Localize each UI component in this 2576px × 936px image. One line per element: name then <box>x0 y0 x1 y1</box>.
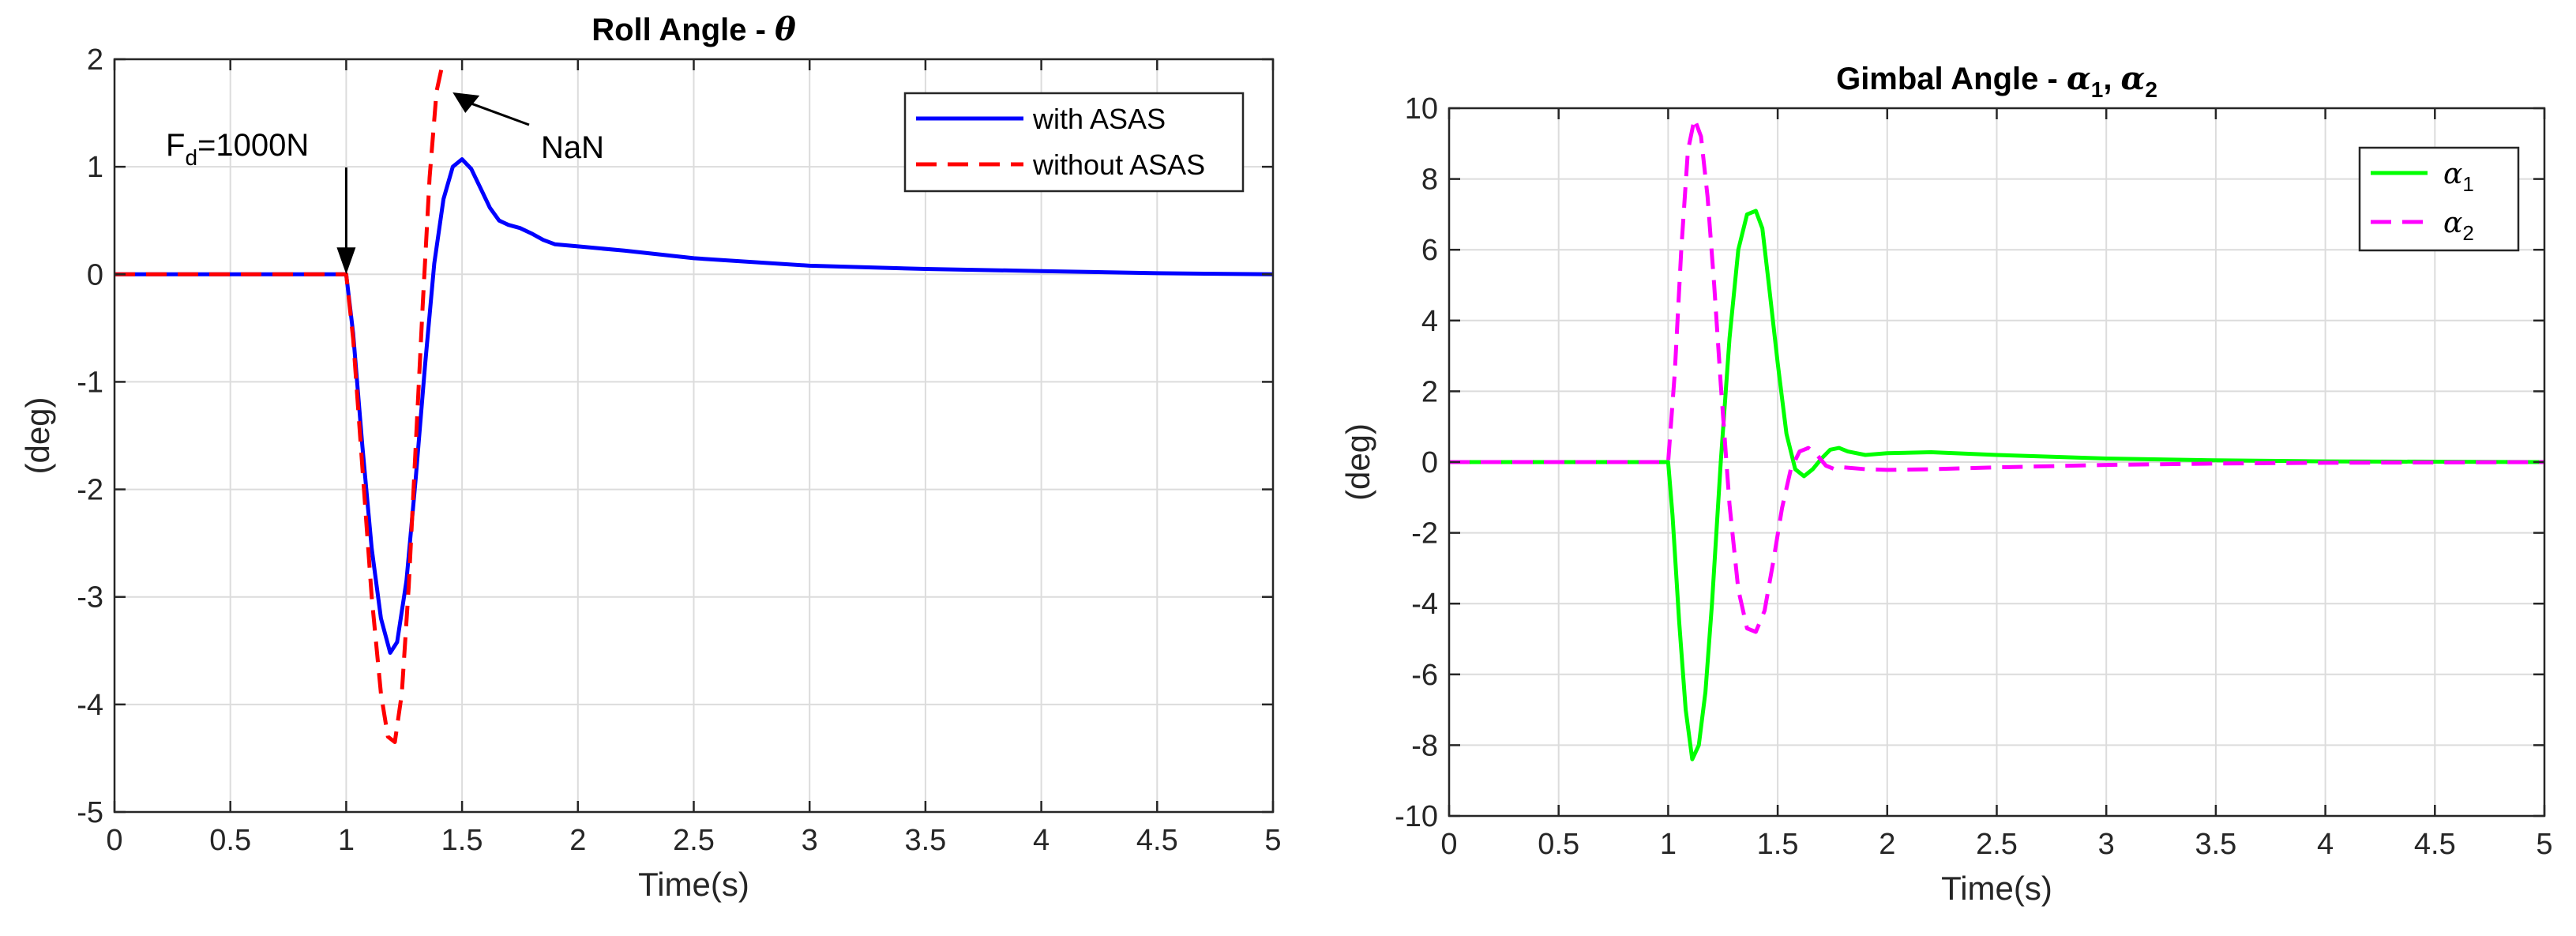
legend: with ASAS without ASAS <box>903 92 1245 193</box>
x-axis-label: Time(s) <box>638 866 749 903</box>
chart-title: Gimbal Angle - α1, α2 <box>1836 60 2157 102</box>
x-tick-label: 0.5 <box>209 824 251 857</box>
title-symbol: α <box>2067 60 2091 97</box>
y-tick-label: -10 <box>1395 800 1438 833</box>
x-tick-label: 4.5 <box>2414 828 2456 861</box>
y-axis-label: (deg) <box>19 397 56 474</box>
y-axis-label: (deg) <box>1339 423 1376 501</box>
y-tick-label: -1 <box>77 366 103 399</box>
y-tick-label: -2 <box>77 474 103 507</box>
roll-angle-chart: 0 0.5 1 1.5 2 2.5 3 3.5 4 4.5 5 -5 -4 -3 -2 -1 0 1 2 Time(s… <box>19 11 1282 903</box>
y-tick-label: -4 <box>77 689 103 722</box>
x-tick-label: 2 <box>569 824 586 857</box>
x-tick-label: 0.5 <box>1538 828 1579 861</box>
x-tick-label: 3 <box>2098 828 2115 861</box>
y-tick-label: -4 <box>1411 588 1438 621</box>
y-tick-label: 8 <box>1421 164 1438 197</box>
legend-label-1: without ASAS <box>1032 148 1205 181</box>
y-tick-label: 2 <box>87 43 103 77</box>
y-tick-label: 4 <box>1421 305 1438 338</box>
y-tick-label: -6 <box>1411 659 1438 692</box>
title-subscript: 1 <box>2091 77 2104 102</box>
y-tick-label: 1 <box>87 151 103 184</box>
legend-label-0: α1 <box>2443 158 2474 196</box>
y-tick-label: 10 <box>1405 92 1438 126</box>
x-tick-label: 0 <box>106 824 122 857</box>
annotations: Fd=1000N NaN <box>166 92 604 275</box>
annotation-nan: NaN <box>541 130 604 165</box>
y-tick-label: -2 <box>1411 517 1438 551</box>
x-tick-label: 5 <box>1264 824 1281 857</box>
annotation-fd-subscript: d <box>185 145 197 170</box>
x-tick-label: 2.5 <box>1976 828 2018 861</box>
legend-symbol: α <box>2443 207 2462 239</box>
series-line-0 <box>115 157 1273 655</box>
annotation-fd-letter: F <box>166 128 185 163</box>
x-tick-label: 1.5 <box>1757 828 1799 861</box>
y-tick-label: 0 <box>1421 446 1438 479</box>
x-tick-label: 2.5 <box>673 824 715 857</box>
series-line-1 <box>115 70 444 744</box>
x-tick-label: 3.5 <box>904 824 946 857</box>
x-tick-label: 0 <box>1440 828 1457 861</box>
title-symbol: α <box>2121 60 2146 97</box>
x-tick-label: 1 <box>1660 828 1677 861</box>
gimbal-angle-chart: 0 0.5 1 1.5 2 2.5 3 3.5 4 4.5 5 -10 -8 -6 -4 -2 0 2 4 6 8 10 T… <box>1339 60 2553 907</box>
annotation-fd-value: =1000N <box>197 128 309 163</box>
annotation-nan-arrow-shaft <box>466 100 530 126</box>
legend-label-1: α2 <box>2443 207 2474 245</box>
x-tick-label: 1 <box>338 824 355 857</box>
x-tick-label: 5 <box>2536 828 2552 861</box>
y-tick-label: 0 <box>87 258 103 291</box>
y-tick-label: 2 <box>1421 375 1438 408</box>
x-tick-label: 4.5 <box>1136 824 1178 857</box>
title-symbol: θ <box>775 11 796 48</box>
chart-title: Roll Angle - θ <box>591 11 796 48</box>
legend-subscript: 2 <box>2462 221 2473 245</box>
title-text: Roll Angle - <box>591 13 775 47</box>
legend-symbol: α <box>2443 158 2462 190</box>
title-subscript: 2 <box>2145 77 2157 102</box>
annotation-fd-arrowhead <box>336 247 356 275</box>
y-tick-label: -5 <box>77 796 103 829</box>
y-tick-label: -3 <box>77 581 103 615</box>
legend-label-0: with ASAS <box>1032 103 1166 135</box>
legend-box <box>2358 146 2520 252</box>
x-tick-label: 4 <box>1033 824 1050 857</box>
annotation-nan-arrowhead <box>452 92 480 114</box>
series-line-1 <box>1449 116 2544 634</box>
x-tick-label: 2 <box>1879 828 1895 861</box>
x-tick-label: 3.5 <box>2195 828 2236 861</box>
legend-subscript: 1 <box>2462 172 2473 196</box>
legend-box <box>903 92 1245 193</box>
y-tick-label: -8 <box>1411 729 1438 762</box>
x-tick-label: 4 <box>2317 828 2334 861</box>
title-separator: , <box>2103 62 2120 96</box>
y-tick-label: 6 <box>1421 234 1438 267</box>
title-text: Gimbal Angle - <box>1836 62 2067 96</box>
x-tick-label: 3 <box>802 824 818 857</box>
x-axis-label: Time(s) <box>1941 870 2052 907</box>
x-tick-label: 1.5 <box>441 824 483 857</box>
annotation-fd: Fd=1000N <box>166 128 309 170</box>
series-line-0 <box>1449 209 2544 761</box>
